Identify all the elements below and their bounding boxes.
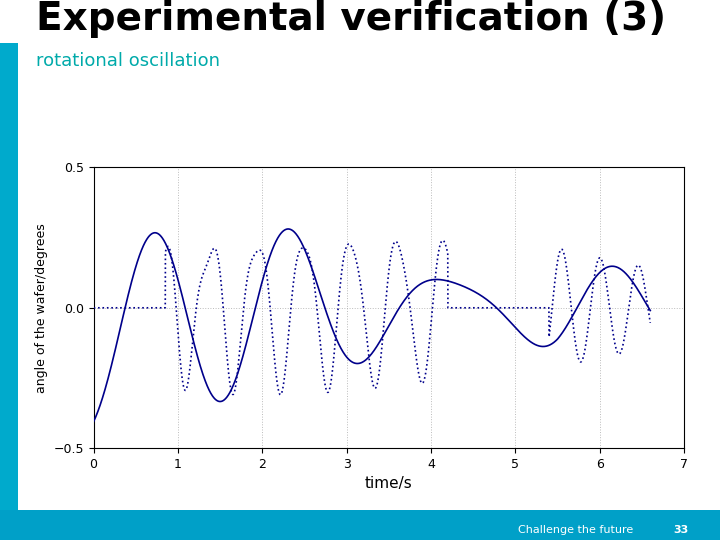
Text: Challenge the future: Challenge the future	[518, 525, 634, 535]
Y-axis label: angle of the wafer/degrees: angle of the wafer/degrees	[35, 223, 48, 393]
Text: 33: 33	[673, 525, 688, 535]
X-axis label: time/s: time/s	[365, 476, 413, 491]
Text: rotational oscillation: rotational oscillation	[36, 52, 220, 70]
Text: Experimental verification (3): Experimental verification (3)	[36, 0, 666, 38]
